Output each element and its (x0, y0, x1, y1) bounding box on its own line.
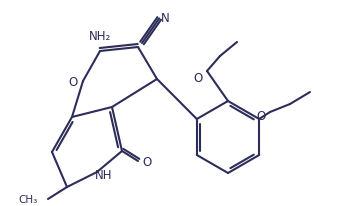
Text: O: O (142, 156, 152, 169)
Text: O: O (68, 76, 78, 89)
Text: NH₂: NH₂ (89, 30, 111, 43)
Text: O: O (193, 71, 203, 84)
Text: NH: NH (95, 169, 113, 182)
Text: O: O (256, 110, 266, 123)
Text: CH₃: CH₃ (19, 194, 38, 204)
Text: N: N (161, 12, 170, 25)
